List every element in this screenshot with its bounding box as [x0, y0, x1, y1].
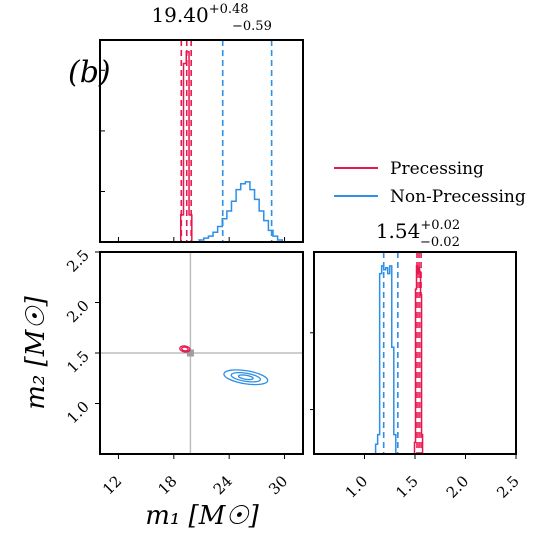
- m2-xtick-label-1.0: 1.0: [342, 472, 372, 502]
- joint-ticks: 12 18 24 30 1.0 1.5 2.0 2.5: [63, 246, 291, 498]
- m2-title-minus: −0.02: [420, 235, 460, 250]
- m2-xtick-label-2.0: 2.0: [443, 472, 473, 502]
- m1-histogram-precessing: [177, 51, 195, 243]
- m1-title: 19.40+0.48: [151, 2, 248, 27]
- contour-precessing-0: [179, 345, 191, 353]
- y-tick-label-2.5: 2.5: [63, 246, 93, 276]
- contour-non-precessing-1: [230, 371, 262, 383]
- panel-label: (b): [68, 55, 111, 90]
- m2-marginal-panel: 1.0 1.5 2.0 2.5 1.54+0.02 −0.02: [310, 218, 523, 502]
- m1-marginal-ticks: [100, 69, 286, 242]
- m2-quantile-lines: [382, 252, 422, 454]
- x-tick-label-12: 12: [99, 472, 125, 498]
- x-tick-label-18: 18: [154, 472, 180, 498]
- y-axis-label: m₂ [M☉]: [21, 295, 51, 409]
- joint-contours: [179, 345, 269, 386]
- x-tick-label-30: 30: [265, 472, 291, 498]
- m2-title: 1.54+0.02: [376, 218, 460, 243]
- legend-label-precessing: Precessing: [390, 159, 484, 179]
- m2-histogram-series-group: [373, 265, 424, 455]
- reference-marker: [186, 349, 194, 357]
- legend: Precessing Non-Precessing: [334, 159, 526, 207]
- joint-panel: 12 18 24 30 1.0 1.5 2.0 2.5 m₁ [M☉] m₂ [M☉]: [21, 246, 304, 531]
- m2-xtick-label-2.5: 2.5: [493, 472, 523, 502]
- x-axis-label: m₁ [M☉]: [145, 501, 259, 531]
- contour-non-precessing-2: [237, 374, 254, 381]
- m2-xtick-label-1.5: 1.5: [392, 472, 422, 502]
- m2-histogram-non-precessing: [373, 265, 398, 455]
- m1-histogram-non-precessing: [195, 181, 287, 243]
- contour-precessing-1: [181, 346, 189, 352]
- reference-crosshair: [100, 252, 303, 454]
- y-tick-label-2.0: 2.0: [63, 297, 93, 327]
- m1-title-median: 19.40: [151, 3, 208, 27]
- m2-histogram-precessing: [413, 265, 424, 455]
- m2-title-median: 1.54: [376, 219, 421, 243]
- m1-marginal-panel: 19.40+0.48 −0.59: [99, 2, 304, 243]
- y-tick-label-1.0: 1.0: [63, 398, 93, 428]
- m1-title-plus: +0.48: [209, 2, 249, 17]
- y-tick-label-1.5: 1.5: [63, 347, 93, 377]
- m1-title-minus: −0.59: [232, 19, 272, 34]
- legend-label-non-precessing: Non-Precessing: [390, 187, 526, 207]
- contour-non-precessing-0: [223, 369, 269, 386]
- m1-marginal-frame: [99, 39, 304, 243]
- m1-histogram-series-group: [177, 51, 287, 243]
- x-tick-label-24: 24: [210, 472, 236, 498]
- m2-title-plus: +0.02: [420, 218, 460, 233]
- m1-quantile-lines: [180, 40, 273, 242]
